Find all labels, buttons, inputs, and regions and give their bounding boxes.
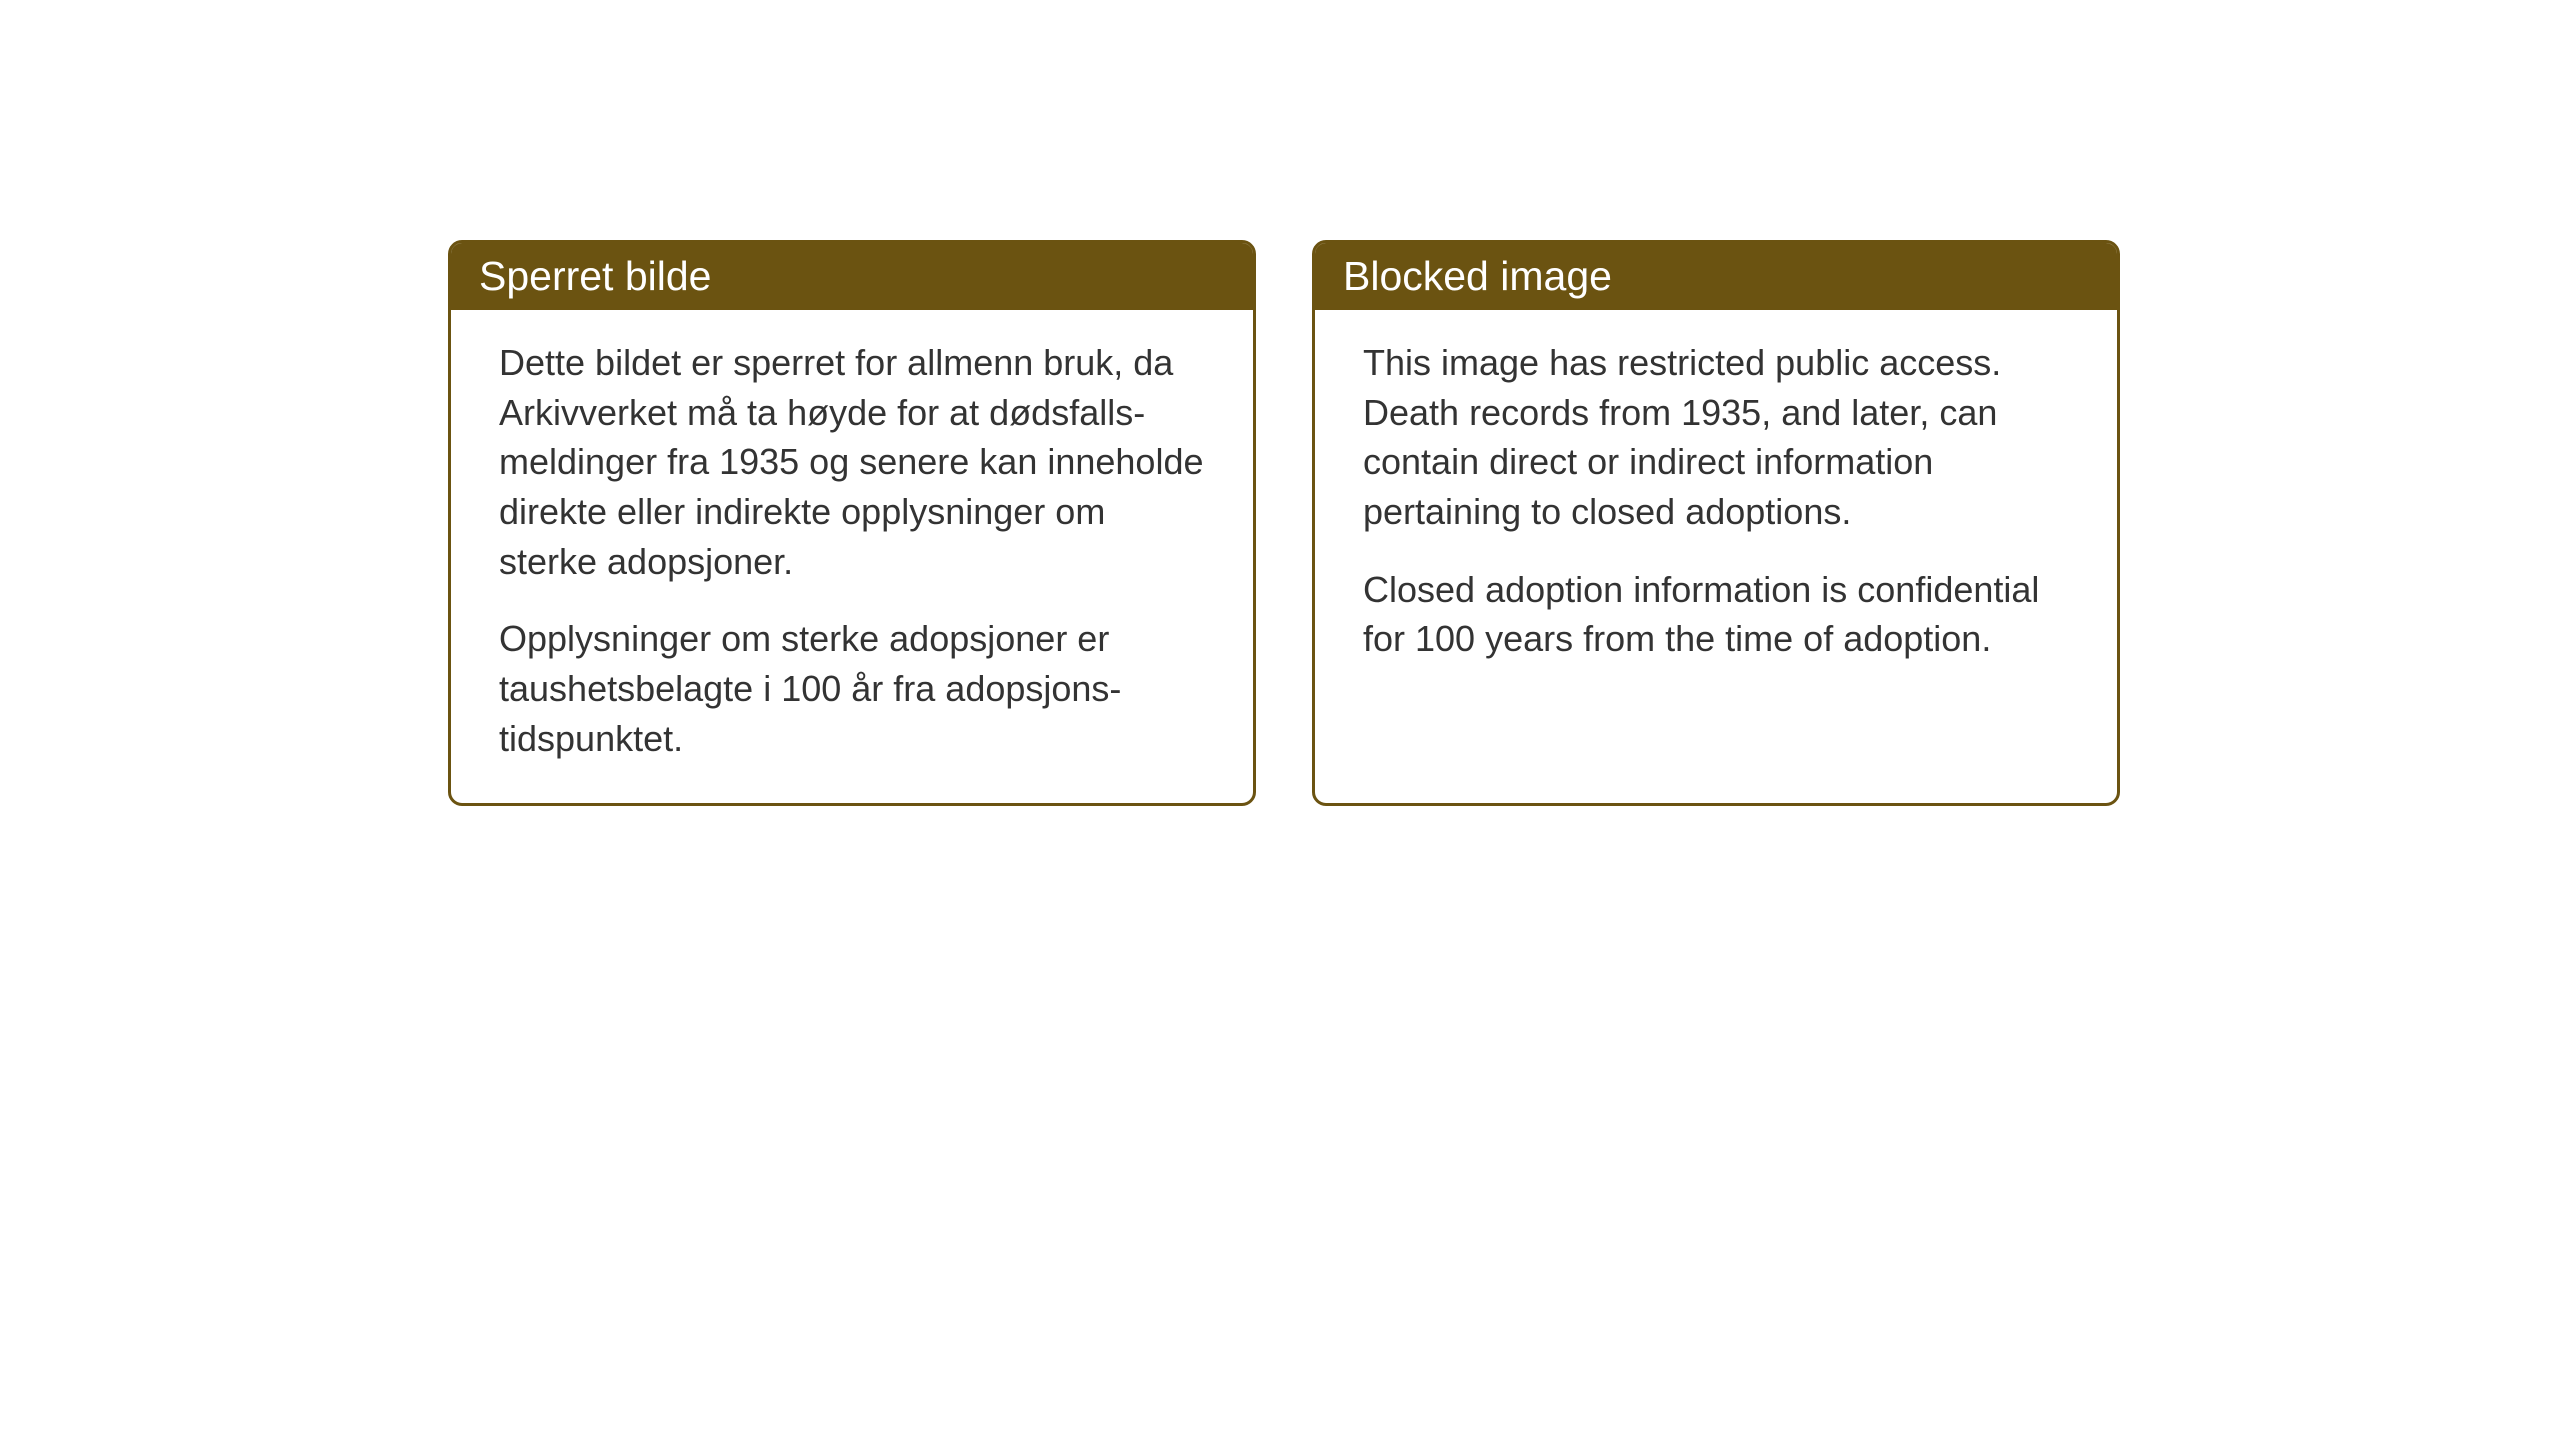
notice-body-norwegian: Dette bildet er sperret for allmenn bruk… (451, 310, 1253, 803)
notice-paragraph-1-en: This image has restricted public access.… (1363, 338, 2069, 537)
notice-container: Sperret bilde Dette bildet er sperret fo… (448, 240, 2120, 806)
notice-header-english: Blocked image (1315, 243, 2117, 310)
notice-header-norwegian: Sperret bilde (451, 243, 1253, 310)
notice-body-english: This image has restricted public access.… (1315, 310, 2117, 704)
notice-paragraph-2-en: Closed adoption information is confident… (1363, 565, 2069, 664)
notice-box-norwegian: Sperret bilde Dette bildet er sperret fo… (448, 240, 1256, 806)
notice-box-english: Blocked image This image has restricted … (1312, 240, 2120, 806)
notice-paragraph-1-no: Dette bildet er sperret for allmenn bruk… (499, 338, 1205, 586)
notice-paragraph-2-no: Opplysninger om sterke adopsjoner er tau… (499, 614, 1205, 763)
